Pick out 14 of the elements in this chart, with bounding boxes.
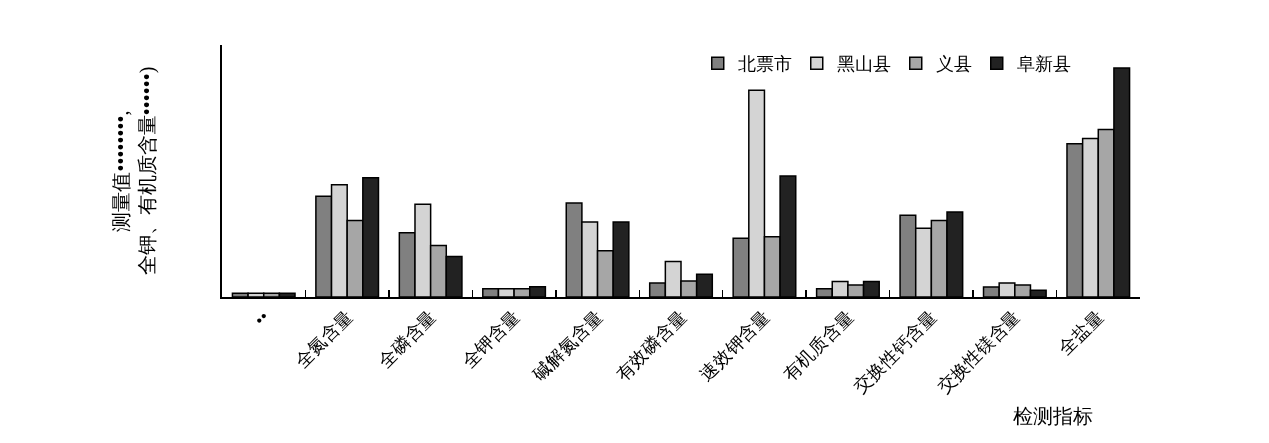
legend-label: 北票市 <box>737 54 792 75</box>
legend-label: 义县 <box>935 54 972 75</box>
x-axis-title: 检测指标 <box>1013 405 1093 427</box>
x-tick-label: 全氮含量 <box>291 306 357 372</box>
x-tick-label: •• <box>249 306 273 330</box>
legend-label: 阜新县 <box>1016 54 1071 75</box>
x-tick-label: 速效钾含量 <box>695 306 774 385</box>
x-tick-label: 有效磷含量 <box>612 306 691 385</box>
x-tick-label: 全盐量 <box>1055 306 1108 359</box>
y-axis-title: 测量值••••••••, 全钾、有机质含量••••••) <box>110 66 159 276</box>
legend-label: 黑山县 <box>836 54 891 75</box>
x-tick-label: 全磷含量 <box>374 306 440 372</box>
x-tick-label: 碱解氮含量 <box>528 306 607 385</box>
x-tick-label: 全钾含量 <box>458 306 524 372</box>
